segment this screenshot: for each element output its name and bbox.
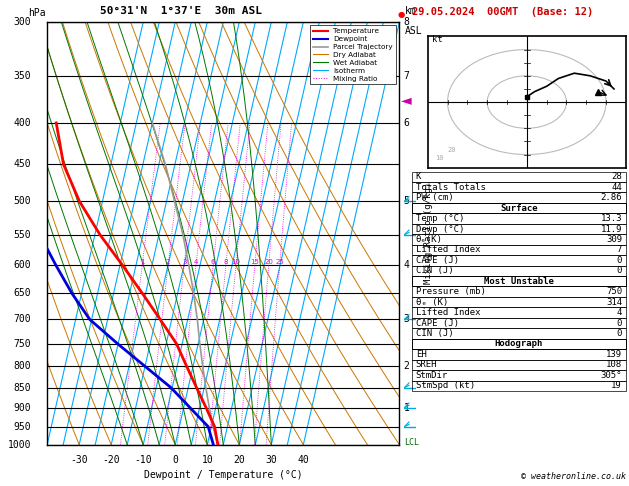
- Text: Lifted Index: Lifted Index: [416, 308, 481, 317]
- Text: Mixing Ratio (g/kg): Mixing Ratio (g/kg): [424, 182, 433, 284]
- Text: 0: 0: [172, 455, 178, 465]
- Text: 13.3: 13.3: [601, 214, 622, 223]
- Text: StmSpd (kt): StmSpd (kt): [416, 381, 475, 390]
- Text: 25: 25: [276, 260, 284, 265]
- Text: 3: 3: [182, 260, 186, 265]
- Text: 29.05.2024  00GMT  (Base: 12): 29.05.2024 00GMT (Base: 12): [412, 7, 593, 17]
- Text: 8: 8: [404, 17, 409, 27]
- Text: 108: 108: [606, 360, 622, 369]
- Text: 2: 2: [166, 260, 170, 265]
- Text: 1: 1: [140, 260, 145, 265]
- Text: 8: 8: [224, 260, 228, 265]
- Text: 20: 20: [264, 260, 273, 265]
- Text: Most Unstable: Most Unstable: [484, 277, 554, 286]
- Text: 550: 550: [14, 230, 31, 240]
- Legend: Temperature, Dewpoint, Parcel Trajectory, Dry Adiabat, Wet Adiabat, Isotherm, Mi: Temperature, Dewpoint, Parcel Trajectory…: [310, 25, 396, 85]
- Text: 139: 139: [606, 350, 622, 359]
- Text: 15: 15: [250, 260, 259, 265]
- Text: © weatheronline.co.uk: © weatheronline.co.uk: [521, 472, 626, 481]
- Text: 800: 800: [14, 361, 31, 371]
- Text: 5: 5: [404, 196, 409, 206]
- Text: Lifted Index: Lifted Index: [416, 245, 481, 255]
- Text: 0: 0: [616, 318, 622, 328]
- Text: 300: 300: [14, 17, 31, 27]
- Text: 850: 850: [14, 382, 31, 393]
- Text: 2: 2: [404, 361, 409, 371]
- Text: 0: 0: [616, 256, 622, 265]
- Text: 7: 7: [616, 245, 622, 255]
- Text: EH: EH: [416, 350, 426, 359]
- Text: K: K: [416, 172, 421, 181]
- Text: kt: kt: [431, 35, 442, 44]
- Text: 314: 314: [606, 297, 622, 307]
- Text: 6: 6: [404, 118, 409, 128]
- Text: 44: 44: [611, 183, 622, 192]
- Text: 20: 20: [448, 147, 456, 153]
- Text: -30: -30: [70, 455, 88, 465]
- Text: 2.86: 2.86: [601, 193, 622, 202]
- Text: 0: 0: [616, 266, 622, 276]
- Text: 20: 20: [233, 455, 245, 465]
- Text: 4: 4: [616, 308, 622, 317]
- Text: LCL: LCL: [404, 438, 419, 447]
- Text: Dewp (°C): Dewp (°C): [416, 225, 464, 234]
- Text: 350: 350: [14, 71, 31, 81]
- Text: ●: ●: [398, 10, 405, 19]
- Text: 700: 700: [14, 314, 31, 325]
- Text: 950: 950: [14, 422, 31, 432]
- Text: km: km: [404, 5, 416, 16]
- Text: 10: 10: [436, 155, 444, 161]
- Text: 450: 450: [14, 159, 31, 169]
- Text: CIN (J): CIN (J): [416, 266, 454, 276]
- Text: 1000: 1000: [8, 440, 31, 450]
- Text: 750: 750: [606, 287, 622, 296]
- Text: 305°: 305°: [601, 371, 622, 380]
- Text: CAPE (J): CAPE (J): [416, 318, 459, 328]
- Text: 50°31'N  1°37'E  30m ASL: 50°31'N 1°37'E 30m ASL: [100, 5, 262, 16]
- Text: θₑ (K): θₑ (K): [416, 297, 448, 307]
- Text: -10: -10: [135, 455, 152, 465]
- Text: 1: 1: [404, 403, 409, 413]
- Text: 19: 19: [611, 381, 622, 390]
- Text: Hodograph: Hodograph: [495, 339, 543, 348]
- Text: 28: 28: [611, 172, 622, 181]
- Text: Temp (°C): Temp (°C): [416, 214, 464, 223]
- Text: 6: 6: [211, 260, 216, 265]
- Text: 4: 4: [194, 260, 198, 265]
- Text: 11.9: 11.9: [601, 225, 622, 234]
- Text: CIN (J): CIN (J): [416, 329, 454, 338]
- Text: 40: 40: [298, 455, 309, 465]
- Text: 10: 10: [201, 455, 213, 465]
- Text: ◄: ◄: [401, 93, 412, 107]
- Text: SREH: SREH: [416, 360, 437, 369]
- Text: 900: 900: [14, 403, 31, 413]
- Text: 400: 400: [14, 118, 31, 128]
- Text: Dewpoint / Temperature (°C): Dewpoint / Temperature (°C): [144, 470, 303, 480]
- Text: CAPE (J): CAPE (J): [416, 256, 459, 265]
- Text: ASL: ASL: [404, 26, 422, 36]
- Text: 7: 7: [404, 71, 409, 81]
- Text: 600: 600: [14, 260, 31, 270]
- Text: 500: 500: [14, 196, 31, 206]
- Text: 750: 750: [14, 339, 31, 348]
- Text: 309: 309: [606, 235, 622, 244]
- Text: 0: 0: [616, 329, 622, 338]
- Text: StmDir: StmDir: [416, 371, 448, 380]
- Text: θₑ(K): θₑ(K): [416, 235, 443, 244]
- Text: PW (cm): PW (cm): [416, 193, 454, 202]
- Text: 3: 3: [404, 314, 409, 325]
- Text: Pressure (mb): Pressure (mb): [416, 287, 486, 296]
- Text: 30: 30: [265, 455, 277, 465]
- Text: -20: -20: [103, 455, 120, 465]
- Text: Totals Totals: Totals Totals: [416, 183, 486, 192]
- Text: Surface: Surface: [500, 204, 538, 213]
- Text: 10: 10: [231, 260, 240, 265]
- Text: 650: 650: [14, 288, 31, 298]
- Text: 4: 4: [404, 260, 409, 270]
- Text: hPa: hPa: [28, 8, 45, 17]
